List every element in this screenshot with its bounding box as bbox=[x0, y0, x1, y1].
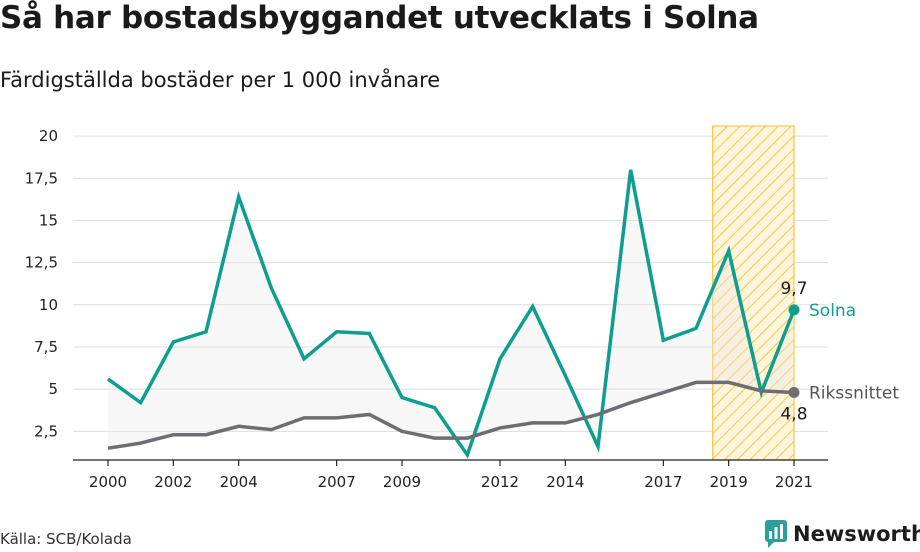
y-tick-label: 2,5 bbox=[34, 422, 58, 440]
x-tick-label: 2019 bbox=[710, 473, 748, 491]
end-point bbox=[788, 387, 800, 399]
x-tick-label: 2002 bbox=[154, 473, 192, 491]
y-tick-label: 12,5 bbox=[25, 254, 58, 272]
x-tick-label: 2007 bbox=[318, 473, 356, 491]
source-note: Källa: SCB/Kolada bbox=[0, 530, 132, 548]
x-tick-label: 2009 bbox=[383, 473, 421, 491]
y-tick-label: 17,5 bbox=[25, 169, 58, 187]
brand-name: Newsworthy bbox=[793, 522, 920, 546]
grid-lines: 2,5 5 7,5 10 12,5 15 17,5 20 bbox=[25, 127, 828, 440]
x-tick-label: 2014 bbox=[546, 473, 584, 491]
end-point bbox=[788, 304, 800, 316]
series-lines bbox=[106, 169, 796, 459]
y-tick-label: 10 bbox=[39, 296, 58, 314]
x-tick-label: 2021 bbox=[775, 473, 813, 491]
end-value-label: 9,7 bbox=[780, 279, 807, 299]
newsworthy-logo-icon bbox=[765, 520, 787, 548]
chart-subtitle: Färdigställda bostäder per 1 000 invånar… bbox=[0, 68, 441, 92]
y-tick-label: 15 bbox=[39, 211, 58, 229]
chart-title: Så har bostadsbyggandet utvecklats i Sol… bbox=[0, 0, 759, 36]
x-tick-label: 2017 bbox=[644, 473, 682, 491]
x-tick-label: 2004 bbox=[220, 473, 258, 491]
series-name-label: Solna bbox=[809, 301, 856, 321]
series-name-label: Rikssnittet bbox=[809, 384, 899, 404]
end-value-label: 4,8 bbox=[780, 405, 807, 425]
x-tick-label: 2012 bbox=[481, 473, 519, 491]
brand-logo: Newsworthy bbox=[765, 520, 920, 548]
x-axis: 2000 2002 2004 2007 2009 2012 2014 2017 2019 2021 bbox=[73, 459, 828, 491]
y-tick-label: 20 bbox=[39, 127, 58, 145]
series-line-rikssnittet bbox=[107, 380, 795, 450]
y-tick-label: 7,5 bbox=[34, 338, 58, 356]
x-tick-label: 2000 bbox=[89, 473, 127, 491]
series-line-solna bbox=[106, 169, 796, 459]
y-tick-label: 5 bbox=[48, 380, 58, 398]
